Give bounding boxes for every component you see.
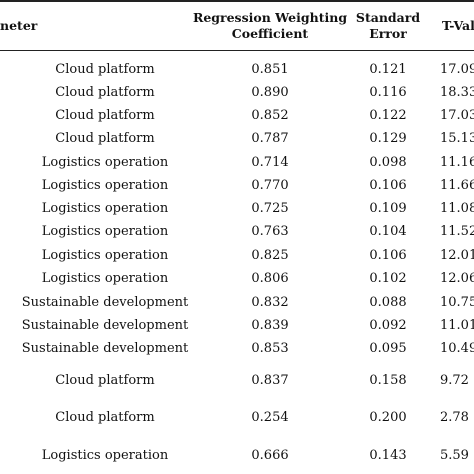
standard-error-cell: 0.104 bbox=[369, 224, 407, 239]
standard-error-cell: 0.109 bbox=[369, 201, 407, 216]
coefficient-cell: 0.825 bbox=[251, 248, 289, 263]
table-row: Sustainable development 0.853 0.095 10.49 bbox=[0, 341, 474, 359]
parameter-cell: Logistics operation bbox=[41, 271, 169, 286]
coefficient-cell: 0.837 bbox=[251, 373, 289, 388]
parameter-cell: Logistics operation bbox=[41, 178, 169, 193]
parameter-cell: Logistics operation bbox=[41, 201, 169, 216]
t-value-cell: 11.16 bbox=[440, 155, 474, 170]
header-t-value: T-Val bbox=[442, 18, 474, 33]
standard-error-cell: 0.116 bbox=[369, 85, 407, 100]
table-row: Sustainable development 0.832 0.088 10.75 bbox=[0, 295, 474, 313]
t-value-cell: 18.33 bbox=[440, 85, 474, 100]
standard-error-cell: 0.106 bbox=[369, 248, 407, 263]
t-value-cell: 12.06 bbox=[440, 271, 474, 286]
t-value-cell: 5.59 bbox=[440, 448, 469, 463]
standard-error-cell: 0.088 bbox=[369, 295, 407, 310]
table-row: Logistics operation 0.714 0.098 11.16 bbox=[0, 155, 474, 173]
table-row: Logistics operation 0.806 0.102 12.06 bbox=[0, 271, 474, 289]
standard-error-cell: 0.095 bbox=[369, 341, 407, 356]
t-value-cell: 2.78 bbox=[440, 410, 469, 425]
t-value-cell: 11.01 bbox=[440, 318, 474, 333]
header-parameter: neter bbox=[0, 18, 38, 33]
t-value-cell: 15.13 bbox=[440, 131, 474, 146]
standard-error-cell: 0.200 bbox=[369, 410, 407, 425]
coefficient-cell: 0.851 bbox=[251, 62, 289, 77]
parameter-cell: Cloud platform bbox=[55, 62, 155, 77]
standard-error-cell: 0.098 bbox=[369, 155, 407, 170]
table-row: Logistics operation 0.825 0.106 12.01 bbox=[0, 248, 474, 266]
coefficient-cell: 0.890 bbox=[251, 85, 289, 100]
parameter-cell: Cloud platform bbox=[55, 373, 155, 388]
coefficient-cell: 0.787 bbox=[251, 131, 289, 146]
standard-error-cell: 0.122 bbox=[369, 108, 407, 123]
table-row: Cloud platform 0.254 0.200 2.78 bbox=[0, 410, 474, 428]
t-value-cell: 17.09 bbox=[440, 62, 474, 77]
parameter-cell: Logistics operation bbox=[41, 224, 169, 239]
coefficient-cell: 0.832 bbox=[251, 295, 289, 310]
table-row: Cloud platform 0.851 0.121 17.09 bbox=[0, 62, 474, 80]
coefficient-cell: 0.714 bbox=[251, 155, 289, 170]
t-value-cell: 11.66 bbox=[440, 178, 474, 193]
standard-error-cell: 0.121 bbox=[369, 62, 407, 77]
standard-error-cell: 0.143 bbox=[369, 448, 407, 463]
parameter-cell: Cloud platform bbox=[55, 410, 155, 425]
t-value-cell: 10.49 bbox=[440, 341, 474, 356]
t-value-cell: 11.08 bbox=[440, 201, 474, 216]
coefficient-cell: 0.725 bbox=[251, 201, 289, 216]
header-rule bbox=[0, 50, 474, 51]
coefficient-cell: 0.770 bbox=[251, 178, 289, 193]
t-value-cell: 12.01 bbox=[440, 248, 474, 263]
table-row: Logistics operation 0.770 0.106 11.66 bbox=[0, 178, 474, 196]
parameter-cell: Cloud platform bbox=[55, 131, 155, 146]
table-row: Sustainable development 0.839 0.092 11.01 bbox=[0, 318, 474, 336]
header-coefficient: Regression Weighting Coefficient bbox=[190, 10, 350, 42]
header-coefficient-line1: Regression Weighting bbox=[192, 10, 348, 25]
t-value-cell: 10.75 bbox=[440, 295, 474, 310]
t-value-cell: 9.72 bbox=[440, 373, 469, 388]
table-row: Logistics operation 0.763 0.104 11.52 bbox=[0, 224, 474, 242]
table-row: Cloud platform 0.890 0.116 18.33 bbox=[0, 85, 474, 103]
parameter-cell: Sustainable development bbox=[21, 295, 189, 310]
parameter-cell: Logistics operation bbox=[41, 155, 169, 170]
standard-error-cell: 0.106 bbox=[369, 178, 407, 193]
header-standard-error: Standard Error bbox=[340, 10, 436, 42]
header-coefficient-line2: Coefficient bbox=[231, 26, 309, 41]
parameter-cell: Logistics operation bbox=[41, 448, 169, 463]
header-se-line2: Error bbox=[369, 26, 407, 41]
coefficient-cell: 0.852 bbox=[251, 108, 289, 123]
header-se-line1: Standard bbox=[355, 10, 421, 25]
parameter-cell: Sustainable development bbox=[21, 341, 189, 356]
standard-error-cell: 0.092 bbox=[369, 318, 407, 333]
parameter-cell: Cloud platform bbox=[55, 85, 155, 100]
parameter-cell: Cloud platform bbox=[55, 108, 155, 123]
parameter-cell: Sustainable development bbox=[21, 318, 189, 333]
coefficient-cell: 0.839 bbox=[251, 318, 289, 333]
coefficient-cell: 0.806 bbox=[251, 271, 289, 286]
top-rule bbox=[0, 0, 474, 2]
standard-error-cell: 0.129 bbox=[369, 131, 407, 146]
t-value-cell: 11.52 bbox=[440, 224, 474, 239]
t-value-cell: 17.03 bbox=[440, 108, 474, 123]
coefficient-cell: 0.853 bbox=[251, 341, 289, 356]
parameter-cell: Logistics operation bbox=[41, 248, 169, 263]
table-row: Cloud platform 0.852 0.122 17.03 bbox=[0, 108, 474, 126]
table-row: Logistics operation 0.725 0.109 11.08 bbox=[0, 201, 474, 219]
table-row: Cloud platform 0.787 0.129 15.13 bbox=[0, 131, 474, 149]
table-row: Cloud platform 0.837 0.158 9.72 bbox=[0, 373, 474, 391]
standard-error-cell: 0.158 bbox=[369, 373, 407, 388]
coefficient-cell: 0.763 bbox=[251, 224, 289, 239]
coefficient-cell: 0.254 bbox=[251, 410, 289, 425]
table-row: Logistics operation 0.666 0.143 5.59 bbox=[0, 448, 474, 466]
standard-error-cell: 0.102 bbox=[369, 271, 407, 286]
coefficient-cell: 0.666 bbox=[251, 448, 289, 463]
